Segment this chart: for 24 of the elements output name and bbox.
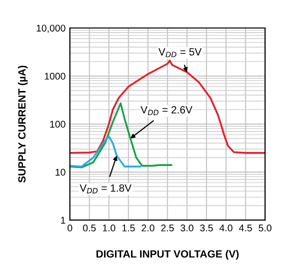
line-series (70, 60, 266, 154)
x-tick-label: 4.0 (219, 224, 232, 232)
annotation: V$_{DD}$ = 2.6V (140, 106, 192, 116)
line-series (70, 136, 142, 168)
x-tick-label: 5.0 (258, 224, 272, 232)
x-tick-label: 2.5 (161, 224, 174, 232)
x-tick-label: 3.0 (180, 224, 194, 232)
x-tick-label: 1.0 (102, 224, 116, 232)
x-tick-label: 0 (68, 224, 72, 232)
x-tick-label: 3.5 (200, 224, 213, 232)
x-axis-title: DIGITAL INPUT VOLTAGE (V) (96, 250, 239, 260)
x-tick-label: 0.5 (83, 224, 96, 232)
annotation: V$_{DD}$ = 5V (158, 48, 202, 58)
y-tick-label: 10 (56, 168, 66, 176)
y-tick-label: 100 (50, 120, 66, 128)
y-axis-title: SUPPLY CURRENT (µA) (18, 66, 28, 183)
x-tick-label: 2.0 (142, 224, 154, 232)
annotation: V$_{DD}$ = 1.8V (80, 184, 132, 194)
x-tick-label: 1.5 (122, 224, 135, 232)
x-tick-label: 4.5 (239, 224, 252, 232)
y-tick-label: 1000 (44, 72, 66, 80)
y-tick-label: 10,000 (36, 24, 66, 33)
line-series (70, 102, 172, 168)
y-tick-label: 1 (61, 216, 66, 224)
